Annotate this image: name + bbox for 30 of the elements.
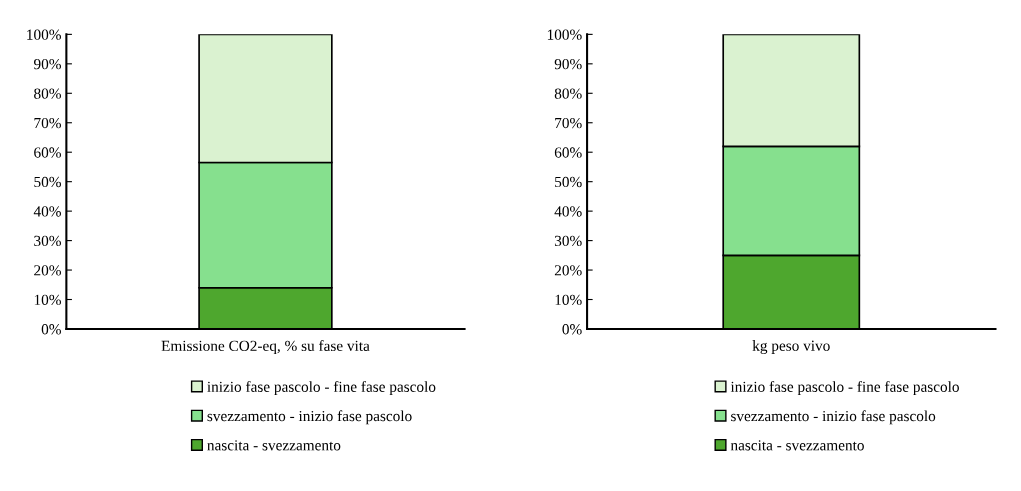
y-tick-label: 30% [34,235,61,247]
y-tick-label: 90% [554,58,582,70]
y-tick-label: 60% [554,147,582,158]
y-tick-label: 0% [562,324,582,335]
y-tick-label: 20% [34,265,61,276]
y-tick-label: 60% [34,147,61,158]
legend-label: inizio fase pascolo - fine fase pascolo [730,381,959,396]
y-tick-label: 50% [555,176,582,188]
y-tick-label: 40% [554,206,582,217]
legend-label: svezzamento - inizio fase pascolo [207,410,412,425]
y-tick-label: 20% [554,265,582,276]
y-tick-label: 70% [555,117,582,129]
y-tick-label: 90% [33,58,61,70]
y-tick-label: 80% [34,88,61,99]
y-tick-label: 100% [27,29,61,40]
y-tick-label: 50% [34,176,61,188]
legend-label: inizio fase pascolo - fine fase pascolo [207,381,436,396]
legend-label: nascita - svezzamento [207,440,341,451]
y-tick-label: 70% [34,117,61,129]
y-tick-label: 0% [41,324,61,335]
y-tick-label: 100% [547,29,582,40]
y-tick-label: 10% [555,294,582,306]
y-tick-label: 40% [33,206,61,217]
legend-label: nascita - svezzamento [730,440,864,451]
y-tick-label: 30% [554,235,582,247]
legend-label: svezzamento - inizio fase pascolo [731,410,936,425]
x-tick-label: kg peso vivo [752,340,830,354]
y-tick-label: 80% [554,88,582,99]
x-tick-label: Emissione CO2-eq, % su fase vita [161,340,370,355]
y-tick-label: 10% [34,294,61,306]
